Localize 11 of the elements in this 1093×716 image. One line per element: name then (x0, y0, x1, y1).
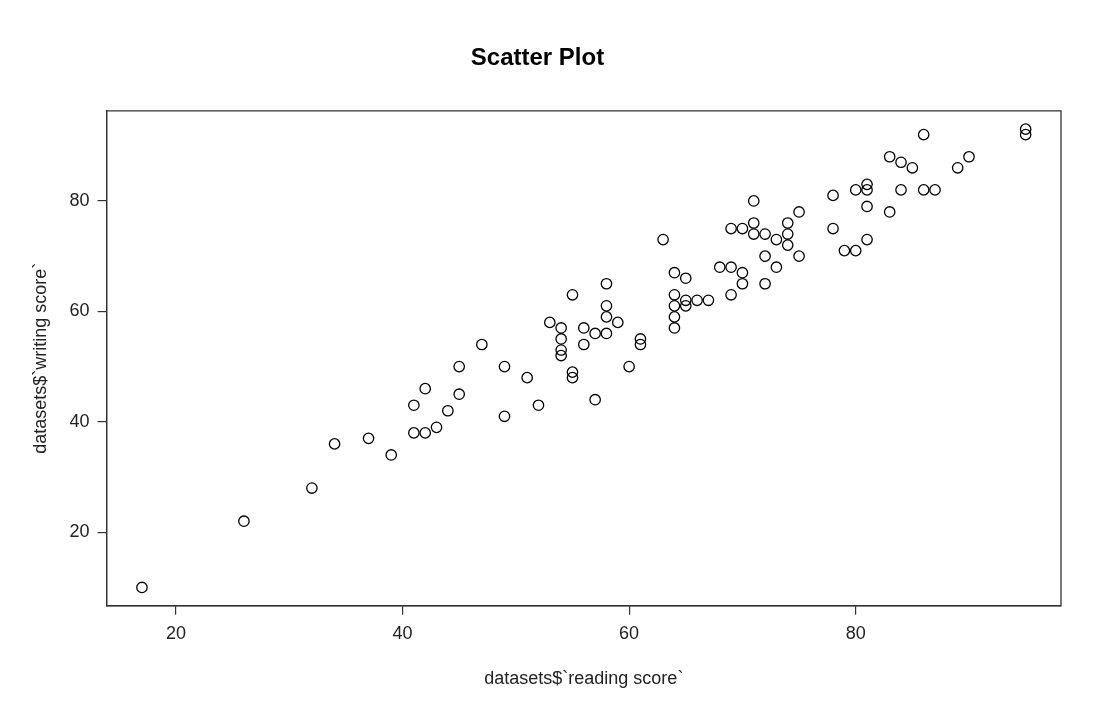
y-axis-title: datasets$`writing score` (29, 262, 50, 454)
x-tick-label: 40 (392, 622, 413, 643)
chart-title: Scatter Plot (470, 43, 605, 71)
x-axis-title: datasets$`reading score` (484, 668, 684, 689)
x-tick-label: 80 (845, 622, 866, 643)
y-tick-label: 20 (69, 521, 90, 542)
x-tick-label: 20 (165, 622, 186, 643)
y-tick-label: 40 (69, 410, 90, 431)
y-tick-label: 80 (69, 189, 90, 210)
y-tick-label: 60 (69, 300, 90, 321)
x-tick-label: 60 (619, 622, 640, 643)
